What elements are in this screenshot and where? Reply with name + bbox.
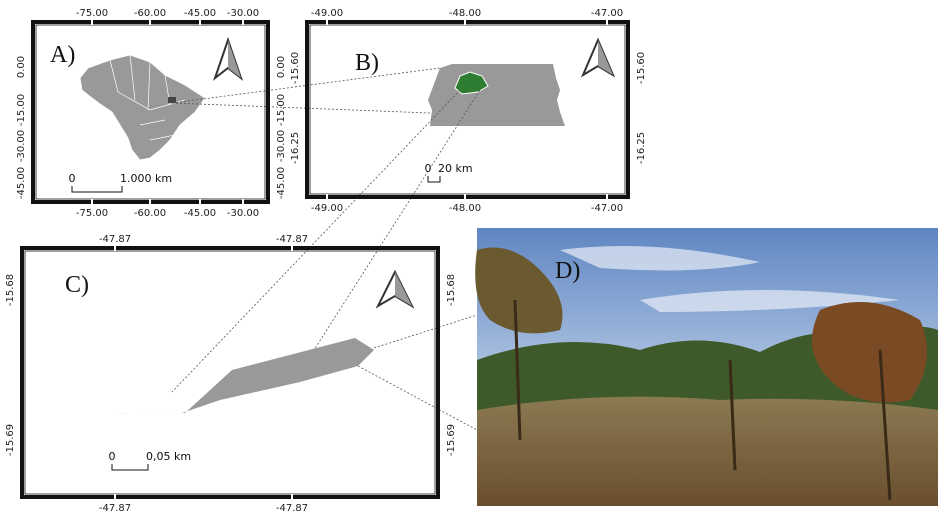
panel-d-photo [475,228,938,506]
scale-zero: 0 [425,162,432,175]
x-tick-label: -47.87 [99,503,131,514]
connector [358,366,477,430]
scale-bar [72,186,122,192]
connector [314,90,480,350]
scale-distance: 0,05 km [146,450,191,463]
panel-label: A) [50,42,75,68]
connector [172,103,430,113]
x-tick-label: -75.00 [76,8,108,19]
y-tick-label: -45.00 [276,167,287,199]
y-tick-label: -45.00 [16,167,27,199]
panel-label: D) [555,258,580,284]
scale-zero: 0 [69,172,76,185]
north-arrow-shade [598,40,613,75]
x-tick-label: -75.00 [76,208,108,219]
scale-bar [112,464,148,470]
y-tick-label: -15.68 [5,274,16,306]
x-tick-label: -47.00 [591,203,623,214]
y-tick-label: -15.69 [5,424,16,456]
scale-zero: 0 [109,450,116,463]
panel-b-map [428,40,613,126]
x-tick-label: -48.00 [449,203,481,214]
y-tick-label: -15.00 [276,94,287,126]
y-tick-label: -15.60 [636,52,647,84]
brazil-shape [80,55,205,160]
x-tick-label: -47.87 [276,234,308,245]
y-tick-label: -16.25 [290,132,301,164]
y-tick-label: -16.25 [636,132,647,164]
panel-label: C) [65,272,89,298]
x-tick-label: -30.00 [227,8,259,19]
y-tick-label: -30.00 [276,130,287,162]
x-tick-label: -60.00 [134,8,166,19]
scale-distance: 1.000 km [120,172,172,185]
x-tick-label: -49.00 [311,8,343,19]
figure: -75.00 -75.00 -60.00 -60.00 -45.00 -45.00 -30.… [0,0,938,516]
panel-label: B) [355,50,379,76]
study-area-marker [168,97,176,103]
x-tick-label: -47.00 [591,8,623,19]
x-tick-label: -48.00 [449,8,481,19]
x-tick-label: -47.87 [276,503,308,514]
photo-ground [477,397,938,506]
connector [374,315,477,348]
scale-distance: 20 km [438,162,473,175]
x-tick-label: -49.00 [311,203,343,214]
x-tick-label: -60.00 [134,208,166,219]
y-tick-label: 0.00 [16,56,27,78]
y-tick-label: -15.69 [446,424,457,456]
x-tick-label: -47.87 [99,234,131,245]
panel-c-map [115,272,412,414]
y-tick-label: -15.68 [446,274,457,306]
x-tick-label: -45.00 [184,8,216,19]
y-tick-label: 0.00 [276,56,287,78]
x-tick-label: -30.00 [227,208,259,219]
y-tick-label: -15.60 [290,52,301,84]
x-tick-label: -45.00 [184,208,216,219]
y-tick-label: -30.00 [16,130,27,162]
panel-a-map [80,40,241,160]
scale-bar [428,176,440,182]
transect-area [115,338,374,414]
y-tick-label: -15.00 [16,94,27,126]
federal-district-shape [428,64,565,126]
